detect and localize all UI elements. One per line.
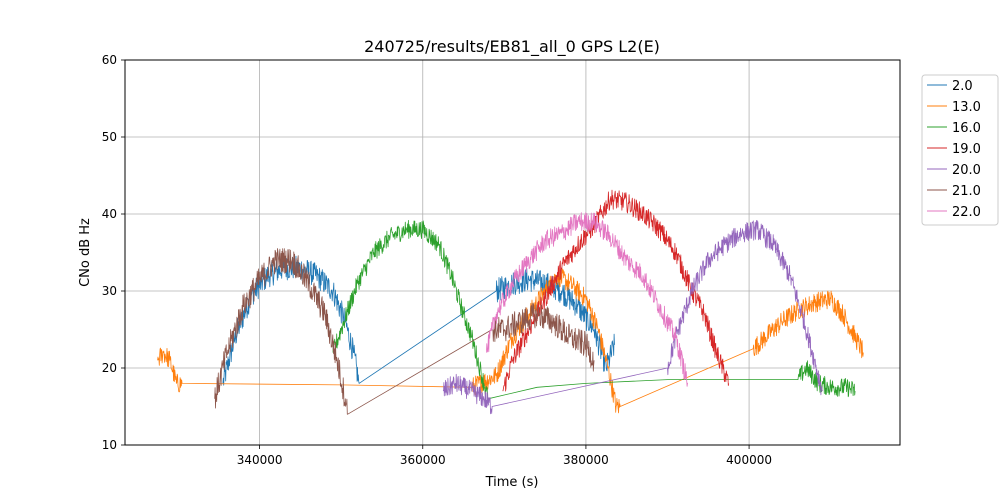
y-axis-label: CNo dB Hz	[78, 218, 93, 287]
legend-label: 2.0	[952, 79, 973, 94]
x-tick-label: 340000	[237, 453, 283, 467]
x-axis-label: Time (s)	[485, 475, 539, 490]
y-tick-label: 40	[102, 207, 117, 221]
x-tick-label: 360000	[400, 453, 446, 467]
series-line-20-0	[442, 220, 823, 415]
y-tick-label: 10	[102, 438, 117, 452]
legend-label: 19.0	[952, 142, 981, 157]
y-tick-label: 60	[102, 53, 117, 67]
y-tick-label: 30	[102, 284, 117, 298]
series-line-21-0	[214, 248, 595, 415]
x-tick-label: 400000	[726, 453, 772, 467]
series-line-13-0	[157, 268, 864, 414]
series-line-19-0	[502, 189, 730, 392]
plot-frame	[124, 59, 901, 446]
series-line-22-0	[486, 212, 689, 387]
legend-label: 21.0	[952, 184, 981, 199]
legend-box	[921, 74, 999, 226]
legend-label: 16.0	[952, 121, 981, 136]
legend: 2.0 13.0 16.0 19.0 20.0 21.0 22.0	[921, 74, 999, 226]
chart-title: 240725/results/EB81_all_0 GPS L2(E)	[364, 37, 660, 57]
legend-label: 22.0	[952, 205, 981, 220]
y-tick-label: 20	[102, 361, 117, 375]
series-lines	[157, 189, 864, 415]
x-tick-label: 380000	[563, 453, 609, 467]
y-tick-label: 50	[102, 130, 117, 144]
legend-label: 13.0	[952, 100, 981, 115]
legend-label: 20.0	[952, 163, 981, 178]
axis-ticks: 340000 360000 380000 400000 10 20 30 40 50 60	[102, 53, 772, 467]
